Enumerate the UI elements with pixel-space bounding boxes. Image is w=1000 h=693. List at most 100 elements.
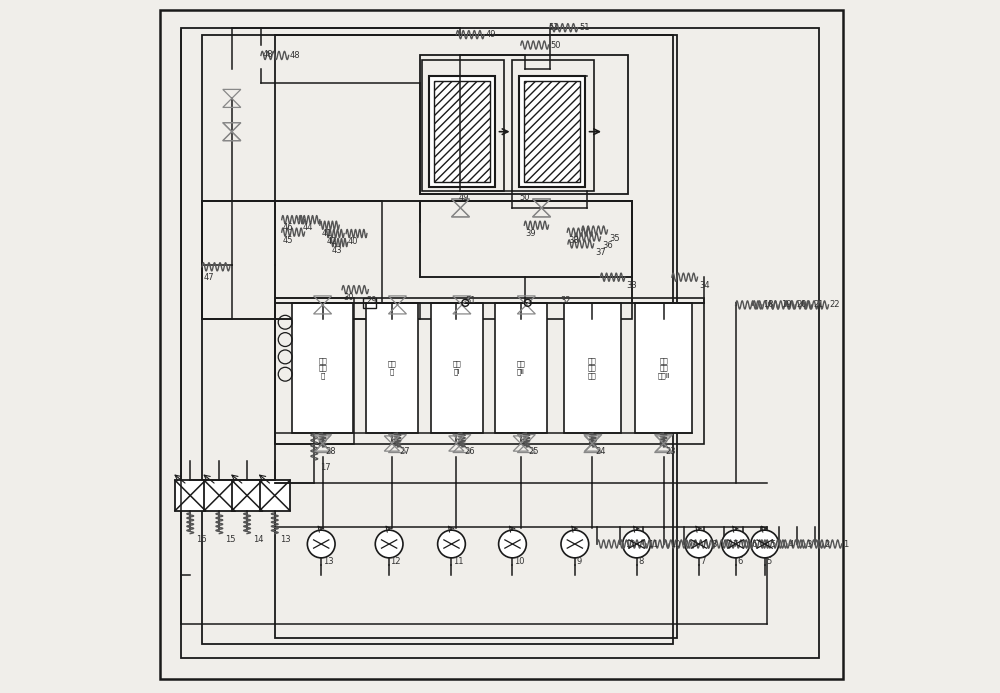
Text: 26: 26 xyxy=(464,448,475,456)
Text: 6: 6 xyxy=(752,540,757,548)
Text: 2: 2 xyxy=(824,540,830,548)
Text: 50: 50 xyxy=(550,41,560,49)
Text: 21: 21 xyxy=(813,301,824,309)
Bar xyxy=(275,298,354,444)
Text: 40: 40 xyxy=(348,238,358,246)
Bar xyxy=(292,303,353,433)
Bar xyxy=(564,303,621,433)
Text: 39: 39 xyxy=(526,229,536,238)
Circle shape xyxy=(561,530,589,558)
Text: 41: 41 xyxy=(321,229,332,238)
Text: 48: 48 xyxy=(262,50,273,58)
Bar xyxy=(495,303,547,433)
Text: 13: 13 xyxy=(280,535,291,543)
Bar xyxy=(519,76,585,187)
Text: 49: 49 xyxy=(485,30,496,39)
Text: 12: 12 xyxy=(625,540,635,548)
Bar xyxy=(512,60,594,191)
Bar xyxy=(275,298,704,444)
Text: 28: 28 xyxy=(325,448,336,456)
Text: 8: 8 xyxy=(711,540,717,548)
Text: 46: 46 xyxy=(283,224,294,232)
Text: 18: 18 xyxy=(763,301,774,309)
Text: 43: 43 xyxy=(332,247,342,255)
Text: 10: 10 xyxy=(670,540,681,548)
Text: 16: 16 xyxy=(196,535,206,543)
Circle shape xyxy=(751,530,779,558)
Text: 1: 1 xyxy=(843,540,848,548)
Text: 38: 38 xyxy=(569,236,579,245)
Text: 3: 3 xyxy=(806,540,812,548)
Text: 5: 5 xyxy=(766,557,771,565)
Text: 12: 12 xyxy=(391,557,401,565)
Bar xyxy=(366,303,418,433)
Text: 17: 17 xyxy=(320,464,330,472)
Text: 15: 15 xyxy=(225,535,235,543)
Text: 44: 44 xyxy=(302,224,313,232)
Text: 31: 31 xyxy=(465,296,476,304)
Bar xyxy=(202,35,673,644)
Bar xyxy=(260,480,290,511)
Text: 20: 20 xyxy=(797,301,807,309)
Text: 7: 7 xyxy=(700,557,706,565)
Text: 10: 10 xyxy=(514,557,524,565)
Bar xyxy=(420,201,632,277)
Bar xyxy=(232,480,262,511)
Text: 33: 33 xyxy=(626,281,637,290)
Circle shape xyxy=(623,530,650,558)
Text: 7: 7 xyxy=(732,540,738,548)
Text: 35: 35 xyxy=(609,234,619,243)
Text: 无机
盐溶
液罐: 无机 盐溶 液罐 xyxy=(588,357,597,379)
Text: 4: 4 xyxy=(788,540,794,548)
Text: 48: 48 xyxy=(290,51,301,60)
Bar xyxy=(635,303,692,433)
Text: 13: 13 xyxy=(323,557,334,565)
Bar xyxy=(202,201,382,319)
Text: 24: 24 xyxy=(595,448,605,456)
Bar xyxy=(524,81,580,182)
Bar xyxy=(275,35,677,638)
Text: 51: 51 xyxy=(579,24,590,32)
Text: 37: 37 xyxy=(595,248,606,256)
Text: 产品
罐Ⅰ: 产品 罐Ⅰ xyxy=(452,361,461,375)
Text: 产品
罐Ⅱ: 产品 罐Ⅱ xyxy=(517,361,526,375)
Bar xyxy=(434,81,490,182)
Circle shape xyxy=(307,530,335,558)
Circle shape xyxy=(375,530,403,558)
Bar xyxy=(420,55,628,194)
Text: 无机
盐溶
液罐Ⅱ: 无机 盐溶 液罐Ⅱ xyxy=(657,357,670,379)
Circle shape xyxy=(499,530,526,558)
Text: 49: 49 xyxy=(458,193,469,202)
Text: 50: 50 xyxy=(519,193,530,202)
Text: 9: 9 xyxy=(692,540,697,548)
Text: 30: 30 xyxy=(343,294,354,302)
Text: 9: 9 xyxy=(576,557,581,565)
Circle shape xyxy=(685,530,713,558)
Circle shape xyxy=(722,530,749,558)
Text: 11: 11 xyxy=(454,557,464,565)
Text: 11: 11 xyxy=(648,540,658,548)
Text: 尾气
处理
罐: 尾气 处理 罐 xyxy=(318,357,327,379)
Text: 36: 36 xyxy=(602,241,613,249)
Text: 45: 45 xyxy=(283,236,294,245)
Text: 29: 29 xyxy=(366,296,377,304)
Text: 34: 34 xyxy=(699,281,710,290)
Text: 19: 19 xyxy=(781,301,791,309)
Text: 47: 47 xyxy=(203,273,214,281)
Text: 32: 32 xyxy=(560,296,571,304)
Text: 14: 14 xyxy=(253,535,263,543)
Text: 8: 8 xyxy=(638,557,643,565)
Text: 纯水
罐: 纯水 罐 xyxy=(388,361,397,375)
Text: 23: 23 xyxy=(666,448,676,456)
Text: 25: 25 xyxy=(528,448,539,456)
Text: 5: 5 xyxy=(770,540,776,548)
Text: 22: 22 xyxy=(830,301,840,309)
Circle shape xyxy=(438,530,465,558)
Text: 51: 51 xyxy=(549,24,559,32)
Bar xyxy=(175,480,205,511)
Text: 27: 27 xyxy=(400,448,410,456)
Bar xyxy=(429,76,495,187)
Bar xyxy=(363,298,376,308)
Bar xyxy=(422,60,504,191)
Text: 6: 6 xyxy=(738,557,743,565)
